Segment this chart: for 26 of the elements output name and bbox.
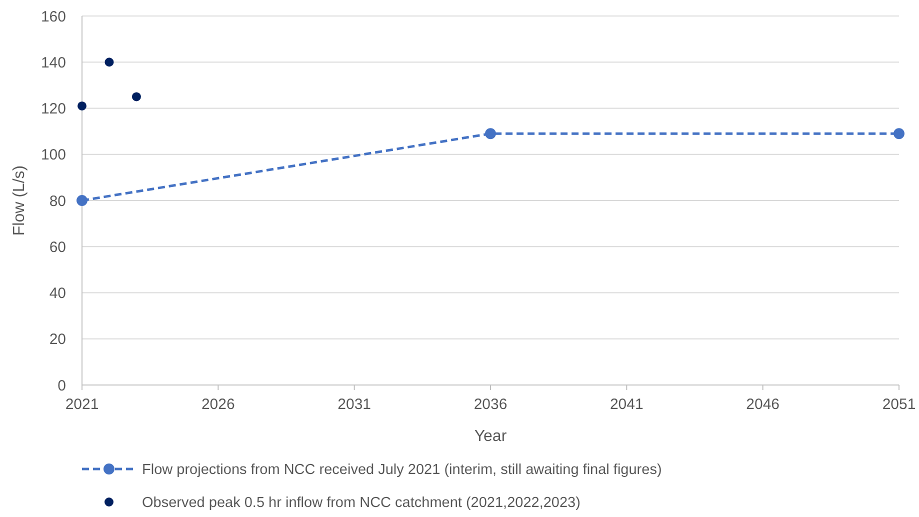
y-tick-label: 0 [58,377,66,394]
point [78,101,86,110]
y-axis-title: Flow (L/s) [11,165,28,236]
y-tick-label: 60 [49,238,66,256]
point [104,58,114,67]
x-tick-label: 2051 [882,396,916,413]
x-tick-label: 2031 [338,396,372,413]
y-tick-label: 20 [49,331,66,348]
point [132,92,141,102]
y-tick-label: 80 [49,192,66,210]
y-tick-label: 160 [40,8,66,26]
y-tick-label: 120 [40,100,66,118]
legend-label: Observed peak 0.5 hr inflow from NCC catchment (2021,2022,2023) [142,495,580,512]
y-tick-label: 40 [49,285,66,302]
x-tick-label: 2046 [746,396,780,413]
x-axis-title: Year [474,428,508,445]
legend-label: Flow projections from NCC received July 2021 (interim, still awaiting final figures) [142,462,662,478]
point [76,195,88,206]
y-tick-label: 100 [40,146,66,164]
x-tick-label: 2026 [201,396,235,413]
point [485,128,496,140]
x-tick-label: 2021 [65,396,99,413]
point [894,128,904,140]
x-tick-label: 2041 [610,396,644,413]
y-tick-label: 140 [40,54,66,72]
x-tick-label: 2036 [474,396,508,413]
